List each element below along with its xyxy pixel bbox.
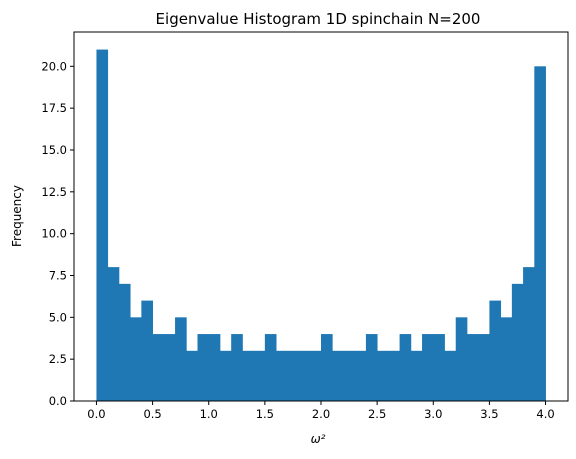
histogram-bar (410, 350, 423, 401)
x-tick-label: 3.0 (424, 407, 442, 421)
histogram-bar (511, 283, 524, 401)
histogram-bar (107, 267, 120, 401)
y-tick-label: 2.5 (49, 352, 67, 366)
histogram-bar (399, 334, 412, 401)
histogram-bar (253, 350, 266, 401)
histogram-bar (130, 317, 142, 401)
histogram-bar (466, 334, 479, 401)
bars-group (96, 49, 546, 401)
y-axis-ticks: 0.0 2.5 5.0 7.5 10.0 12.5 15.0 17.5 20.0 (41, 59, 74, 408)
histogram-bar (309, 350, 322, 401)
histogram-bar (433, 334, 445, 401)
histogram-bar (208, 334, 221, 401)
histogram-bar (478, 334, 490, 401)
histogram-bar (343, 350, 356, 401)
histogram-bar (197, 334, 210, 401)
histogram-bar (388, 350, 400, 401)
histogram-bar (298, 350, 311, 401)
x-tick-label: 4.0 (536, 407, 554, 421)
x-tick-label: 1.0 (200, 407, 218, 421)
x-axis-ticks: 0.0 0.5 1.0 1.5 2.0 2.5 3.0 3.5 4.0 (87, 401, 555, 421)
y-tick-label: 20.0 (41, 59, 67, 73)
y-tick-label: 0.0 (49, 394, 67, 408)
histogram-bar (287, 350, 299, 401)
histogram-bar (96, 49, 109, 401)
y-tick-label: 15.0 (41, 143, 67, 157)
x-tick-label: 1.5 (256, 407, 274, 421)
histogram-bar (332, 350, 344, 401)
x-tick-label: 0.0 (87, 407, 105, 421)
histogram-bar (321, 334, 333, 401)
x-tick-label: 2.5 (368, 407, 386, 421)
y-tick-label: 7.5 (49, 268, 67, 282)
histogram-bar (500, 317, 513, 401)
histogram-bar (276, 350, 288, 401)
y-tick-label: 12.5 (41, 185, 67, 199)
histogram-bar (242, 350, 255, 401)
histogram-bar (365, 334, 378, 401)
histogram-bar (422, 334, 434, 401)
histogram-bar (186, 350, 198, 401)
histogram-bar (377, 350, 389, 401)
histogram-bar (444, 350, 457, 401)
histogram-bar (231, 334, 243, 401)
x-tick-label: 0.5 (143, 407, 161, 421)
y-axis-label: Frequency (10, 185, 24, 247)
histogram-bar (163, 334, 176, 401)
histogram-bar (175, 317, 187, 401)
chart-title: Eigenvalue Histogram 1D spinchain N=200 (156, 10, 481, 28)
histogram-bar (534, 66, 546, 401)
histogram-bar (354, 350, 367, 401)
x-axis-label: ω² (311, 432, 326, 446)
x-tick-label: 2.0 (312, 407, 330, 421)
y-tick-label: 17.5 (41, 101, 67, 115)
y-tick-label: 5.0 (49, 310, 67, 324)
y-tick-label: 10.0 (41, 227, 67, 241)
histogram-bar (264, 334, 277, 401)
histogram-bar (152, 334, 165, 401)
x-tick-label: 3.5 (480, 407, 498, 421)
histogram-bar (219, 350, 232, 401)
histogram-bar (141, 300, 153, 401)
histogram-bar (523, 267, 535, 401)
histogram-bar (489, 300, 502, 401)
histogram-bar (118, 283, 131, 401)
histogram-bar (455, 317, 468, 401)
